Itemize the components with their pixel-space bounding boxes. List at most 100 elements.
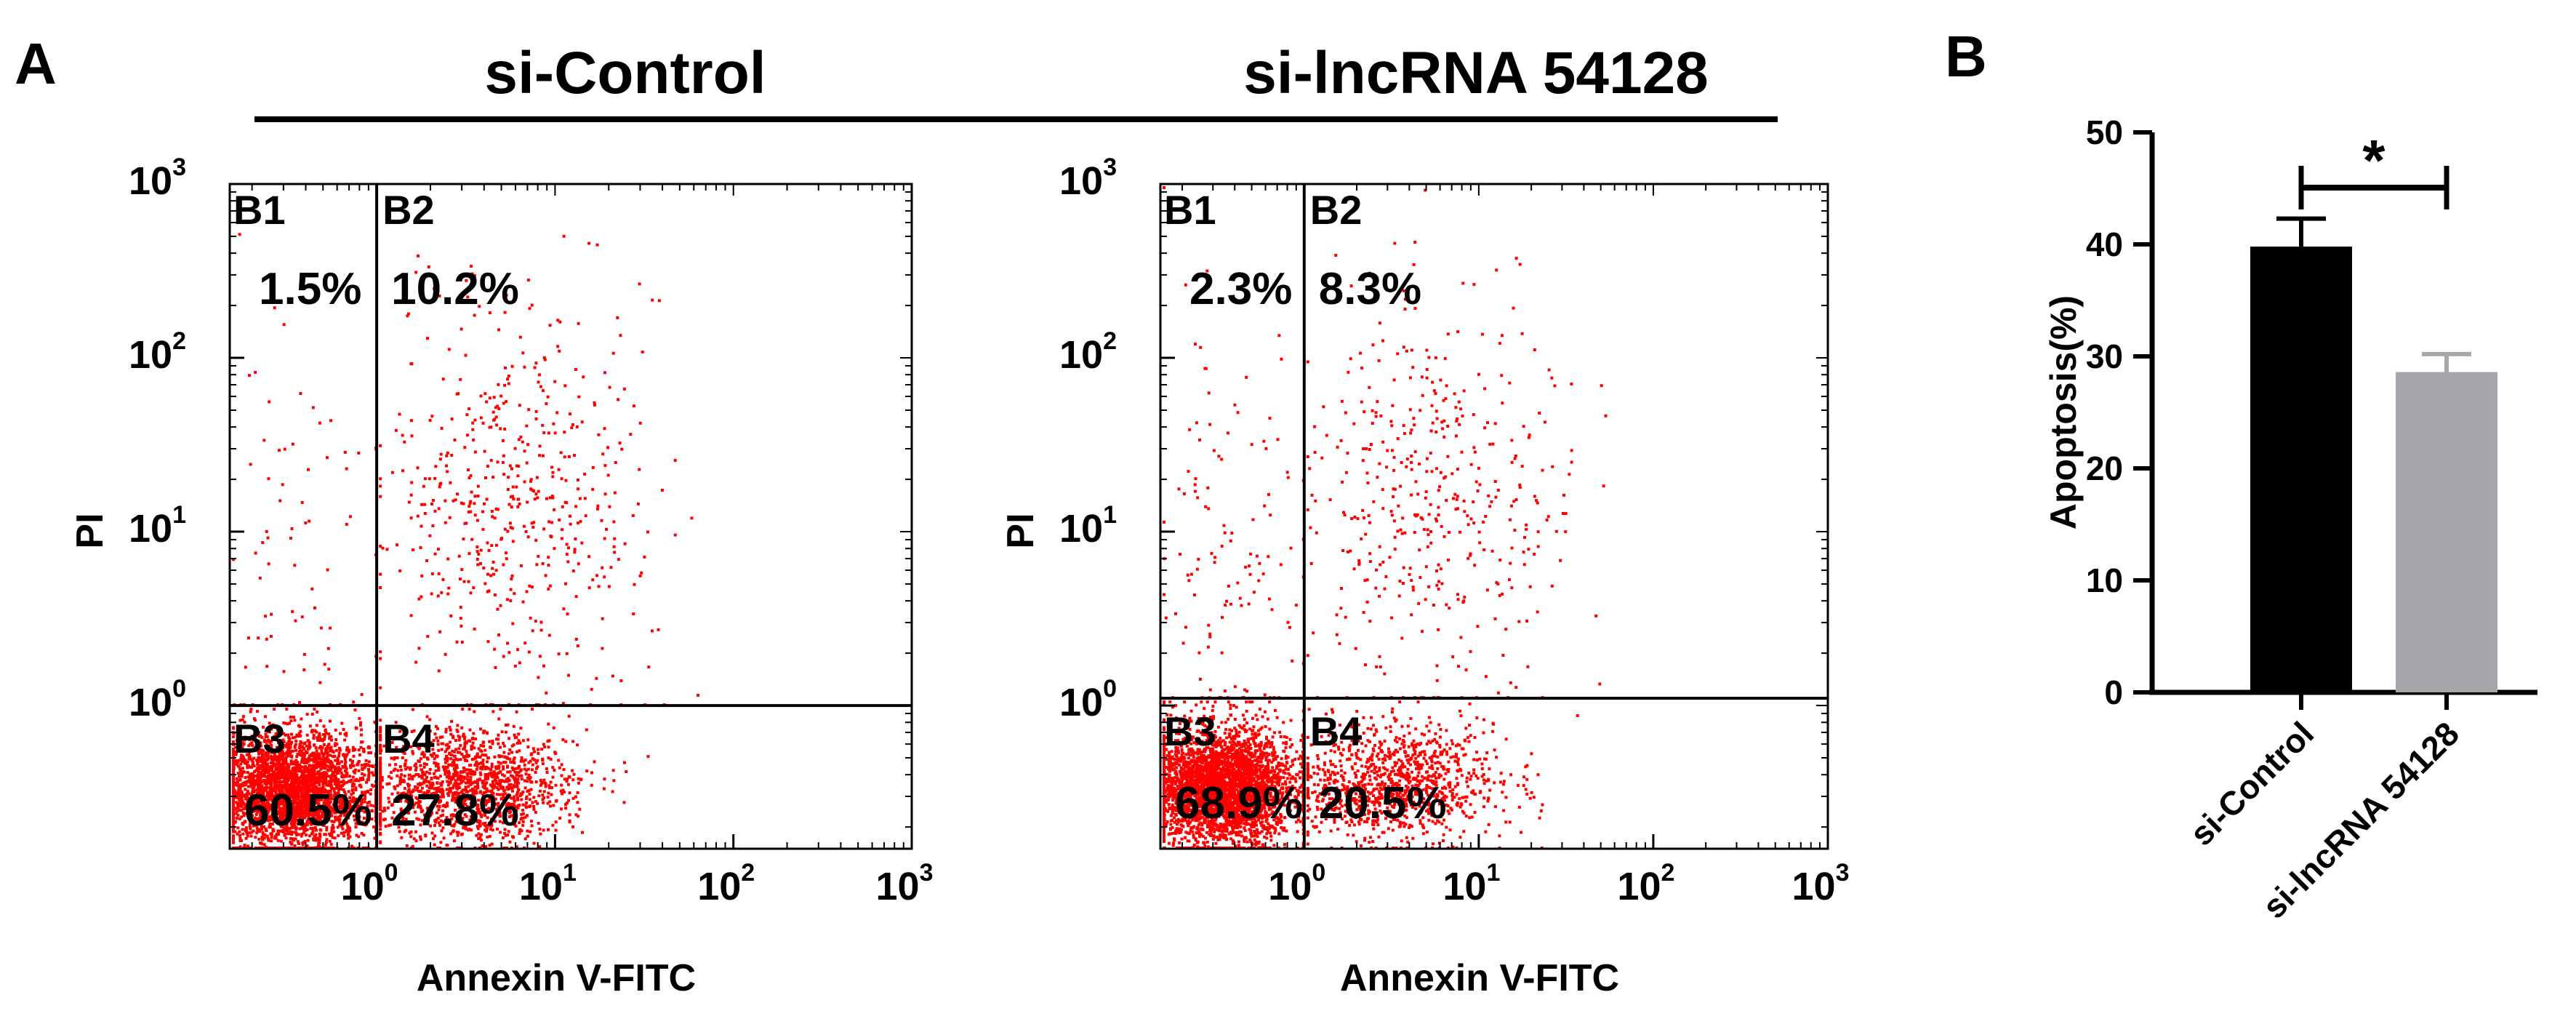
scatter-dot	[521, 809, 525, 812]
scatter-dot	[284, 733, 287, 737]
scatter-dot	[447, 586, 451, 590]
scatter-dot	[274, 732, 278, 735]
scatter-dot	[252, 717, 256, 721]
scatter-dot	[316, 738, 320, 742]
scatter-dot	[379, 770, 382, 774]
scatter-dot	[534, 361, 538, 365]
scatter-dot	[581, 831, 584, 834]
scatter-dot	[329, 759, 332, 763]
scatter-dot	[468, 739, 470, 743]
scatter-dot	[486, 572, 489, 576]
scatter-dot	[293, 735, 297, 739]
scatter-dot	[240, 775, 244, 778]
scatter-dot	[622, 801, 626, 804]
scatter-dot	[345, 780, 348, 784]
scatter-dot	[500, 796, 503, 800]
scatter-dot	[238, 798, 241, 801]
scatter-dot	[308, 741, 311, 745]
scatter-dot	[507, 382, 510, 385]
scatter-dot	[350, 778, 353, 782]
scatter-dot	[293, 844, 297, 848]
scatter-dot	[545, 767, 548, 771]
scatter-dot	[422, 791, 426, 794]
scatter-dot	[420, 782, 424, 785]
scatter-dot	[409, 493, 413, 497]
scatter-dot	[444, 765, 448, 769]
scatter-dot	[318, 681, 322, 684]
scatter-dot	[338, 748, 342, 752]
scatter-dot	[343, 809, 347, 812]
scatter-dot	[492, 770, 496, 774]
scatter-dot	[286, 793, 289, 796]
scatter-dot	[322, 815, 326, 818]
scatter-dot	[288, 754, 292, 758]
scatter-dot	[240, 753, 243, 757]
scatter-dot	[342, 819, 346, 823]
scatter-dot	[344, 801, 348, 804]
scatter-dot	[357, 760, 361, 763]
scatter-dot	[485, 827, 489, 831]
scatter-dot	[259, 735, 262, 737]
scatter-dot	[323, 833, 326, 836]
scatter-dot	[328, 749, 332, 753]
scatter-dot	[254, 823, 257, 827]
scatter-dot	[324, 841, 328, 844]
scatter-dot	[486, 835, 489, 839]
scatter-dot	[245, 826, 249, 830]
scatter-dot	[411, 844, 414, 848]
scatter-dot	[527, 650, 531, 654]
scatter-dot	[249, 783, 253, 786]
scatter-dot	[423, 512, 427, 515]
scatter-dot	[236, 826, 240, 830]
scatter-dot	[307, 810, 310, 813]
scatter-dot	[468, 768, 470, 772]
scatter-dot	[285, 708, 289, 711]
scatter-dot	[501, 460, 505, 464]
scatter-dot	[470, 745, 473, 748]
scatter-dot	[263, 761, 267, 764]
scatter-dot	[334, 748, 338, 752]
scatter-dot	[381, 785, 385, 789]
scatter-dot	[483, 729, 486, 733]
scatter-dot	[398, 569, 402, 572]
scatter-dot	[538, 828, 542, 831]
scatter-dot	[332, 787, 336, 791]
scatter-dot	[436, 755, 439, 759]
scatter-dot	[608, 505, 611, 508]
scatter-dot	[256, 777, 260, 781]
scatter-dot	[479, 394, 483, 398]
scatter-dot	[293, 815, 297, 819]
scatter-dot	[273, 753, 276, 756]
scatter-dot	[367, 760, 371, 764]
scatter-dot	[321, 775, 324, 779]
scatter-dot	[232, 753, 235, 756]
scatter-dot	[525, 769, 529, 772]
scatter-dot	[238, 845, 242, 849]
scatter-dot	[351, 745, 355, 749]
scatter-dot	[608, 385, 611, 389]
scatter-dot	[318, 838, 321, 841]
scatter-dot	[321, 811, 325, 814]
scatter-dot	[313, 708, 316, 711]
scatter-dot	[332, 764, 335, 767]
scatter-dot	[571, 825, 574, 828]
scatter-dot	[321, 760, 325, 764]
scatter-dot	[325, 789, 329, 793]
scatter-dot	[490, 765, 494, 769]
scatter-dot	[313, 772, 316, 776]
scatter-dot	[336, 797, 339, 800]
scatter-dot	[284, 766, 287, 769]
scatter-dot	[385, 737, 388, 741]
scatter-dot	[271, 759, 275, 762]
scatter-dot	[470, 537, 474, 541]
scatter-dot	[545, 691, 548, 695]
scatter-dot	[329, 800, 332, 804]
scatter-dot	[236, 832, 239, 836]
scatter-dot	[256, 810, 260, 814]
scatter-dot	[346, 825, 350, 828]
scatter-dot	[360, 728, 364, 732]
scatter-dot	[433, 776, 437, 780]
scatter-dot	[444, 750, 447, 753]
scatter-dot	[232, 740, 235, 743]
scatter-dot	[259, 804, 262, 808]
